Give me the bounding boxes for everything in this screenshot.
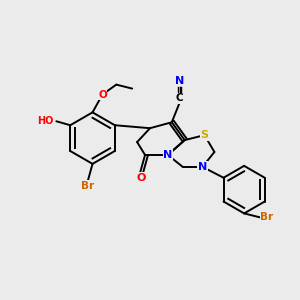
- Text: O: O: [136, 173, 146, 183]
- Text: Br: Br: [260, 212, 274, 222]
- Text: N: N: [163, 150, 172, 160]
- Text: O: O: [98, 89, 107, 100]
- Text: Br: Br: [81, 181, 94, 191]
- Text: N: N: [175, 76, 184, 85]
- Text: S: S: [200, 130, 208, 140]
- Text: HO: HO: [37, 116, 53, 126]
- Text: N: N: [198, 162, 207, 172]
- Text: C: C: [176, 94, 184, 103]
